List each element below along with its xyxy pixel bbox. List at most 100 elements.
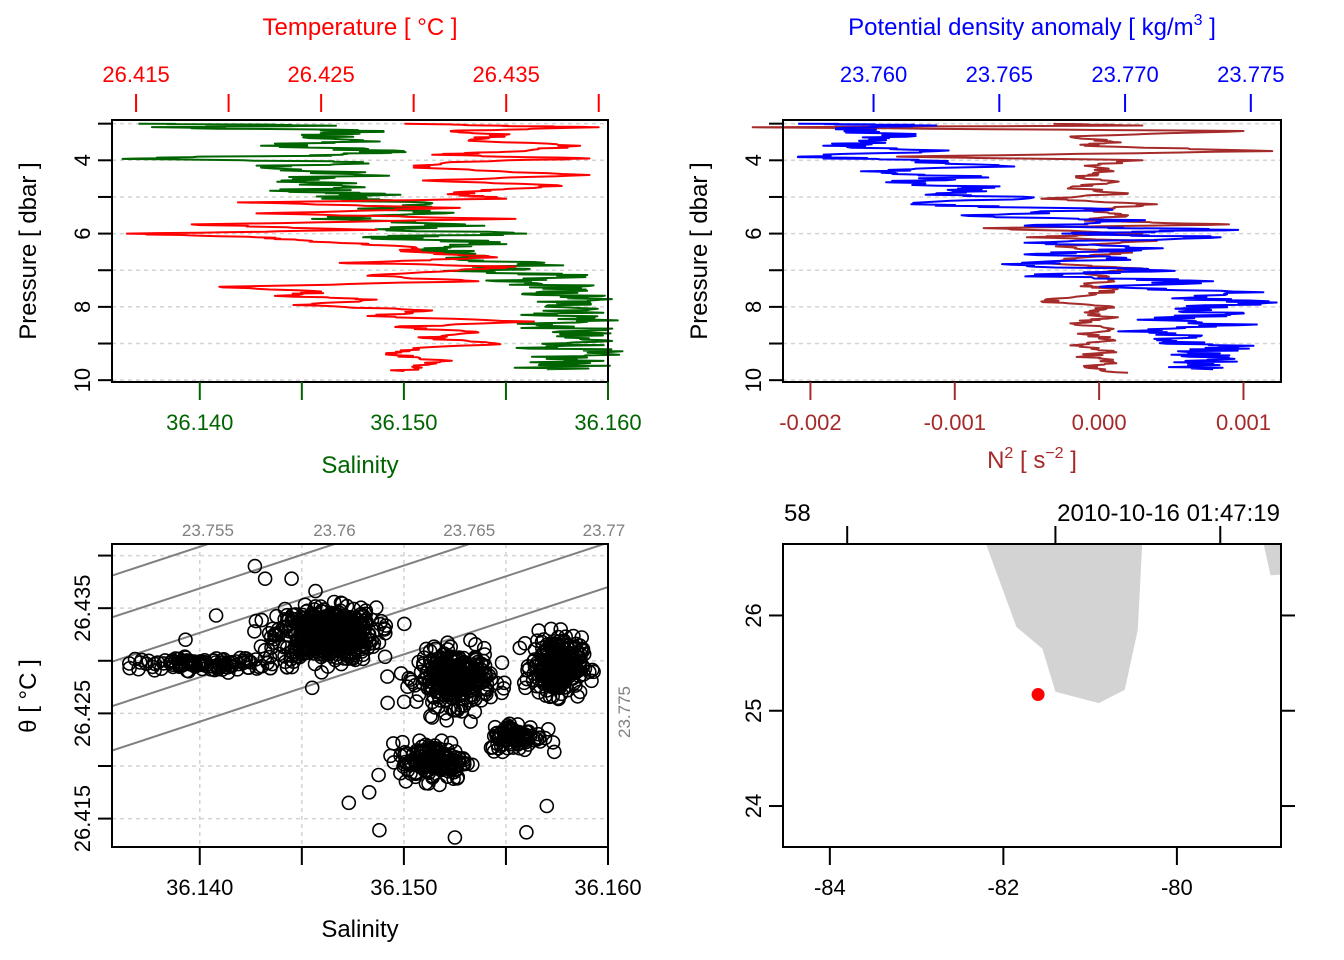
y-tick-label: 8 <box>70 301 95 313</box>
ts-point <box>177 649 193 665</box>
ts-point <box>299 604 314 619</box>
x-tick-label: 36.140 <box>166 875 233 900</box>
ts-point <box>438 747 454 763</box>
ts-point <box>517 635 533 651</box>
ts-points <box>122 558 601 845</box>
ts-point <box>423 679 439 695</box>
ts-point <box>455 751 471 766</box>
land-polygon <box>1263 544 1281 576</box>
isopycnal-labels: 23.755 23.76 23.765 23.77 23.775 <box>182 521 634 738</box>
ts-point <box>401 670 417 686</box>
ts-point <box>279 619 295 635</box>
temperature-axis-title: Temperature [ °C ] <box>263 14 458 41</box>
ts-point <box>206 653 222 668</box>
ts-point <box>247 624 262 639</box>
ts-point <box>467 704 483 720</box>
isopycnal-line <box>112 544 605 708</box>
ts-point <box>404 674 420 690</box>
salinity-line <box>121 122 624 371</box>
ts-point <box>443 639 459 655</box>
plot-frame <box>111 119 609 383</box>
ts-point <box>315 616 331 631</box>
x-tick-label: 36.160 <box>574 875 641 900</box>
ts-point <box>448 678 463 693</box>
isopycnal-line <box>112 544 335 619</box>
bottom-tick-label: 0.001 <box>1216 410 1271 435</box>
bottom-tick-label: 0.000 <box>1072 410 1127 435</box>
ts-point <box>551 691 566 707</box>
ts-point <box>371 767 386 783</box>
ts-point <box>257 651 273 666</box>
ts-point <box>419 665 435 681</box>
isopycnal-line <box>112 586 608 752</box>
ts-point <box>141 653 156 669</box>
grid <box>783 122 1281 381</box>
ts-point <box>269 608 284 624</box>
ts-point <box>447 702 463 718</box>
y-tick-label: 25 <box>741 699 766 723</box>
top-tick-label: 26.415 <box>102 62 169 87</box>
ts-point <box>248 613 264 629</box>
n2-line <box>751 122 1274 374</box>
bottom-tick-label: 36.160 <box>574 410 641 435</box>
ts-point <box>551 639 567 654</box>
theta-axis-title: θ [ °C ] <box>15 659 42 733</box>
ts-point <box>423 708 438 724</box>
station-time-label: 2010-10-16 01:47:19 <box>1057 500 1280 527</box>
ts-point <box>327 629 343 645</box>
ts-point <box>417 753 433 769</box>
ts-point <box>546 744 562 760</box>
top-tick-label: 23.775 <box>1217 62 1284 87</box>
ts-point <box>340 614 355 629</box>
ts-point <box>364 612 380 628</box>
ts-point <box>570 689 585 704</box>
ts-point <box>208 608 224 623</box>
n2-axis-title: N2 [ s−2 ] <box>987 445 1077 474</box>
temperature-line <box>125 122 600 372</box>
ts-point <box>380 669 395 684</box>
ts-point <box>426 689 442 705</box>
ts-point <box>552 659 568 674</box>
isopycnal-label: 23.76 <box>313 521 356 540</box>
isopycnal-label: 23.77 <box>583 521 626 540</box>
x-tick-label: 36.150 <box>370 875 437 900</box>
ts-point <box>241 653 256 668</box>
ts-point <box>297 597 313 613</box>
ts-point <box>545 735 561 750</box>
ts-point <box>447 830 463 845</box>
ts-point <box>398 774 414 789</box>
ts-point <box>361 626 377 642</box>
temperature-trace <box>125 122 600 372</box>
ts-point <box>466 689 481 705</box>
pressure-axis-title: Pressure [ dbar ] <box>686 162 713 339</box>
ts-point <box>304 680 320 696</box>
ts-point <box>207 662 222 678</box>
ts-point <box>543 621 559 637</box>
top-tick-label: 23.760 <box>840 62 907 87</box>
station-number-label: 58 <box>784 500 811 527</box>
ts-point <box>308 583 323 599</box>
ts-point <box>440 686 455 701</box>
ts-point <box>405 751 421 767</box>
ts-point <box>489 675 505 691</box>
ts-point <box>437 653 453 669</box>
ts-point <box>519 824 534 840</box>
isopycnal-label: 23.755 <box>182 521 234 540</box>
ts-point <box>494 655 510 671</box>
axes: 4 6 8 10 23.760 23.765 23.770 23.775 -0.002 -0.00… <box>741 62 1284 435</box>
y-tick-label: 26.435 <box>70 575 95 642</box>
ts-point <box>215 662 230 677</box>
top-tick-label: 26.435 <box>473 62 540 87</box>
ts-point <box>451 750 467 766</box>
y-tick-label: 4 <box>70 154 95 166</box>
ts-point <box>353 618 368 634</box>
ts-point <box>432 777 447 793</box>
bottom-tick-label: -0.001 <box>924 410 986 435</box>
x-tick-label: -82 <box>987 875 1019 900</box>
ts-point <box>296 613 312 629</box>
ts-point <box>477 647 493 662</box>
y-tick-label: 10 <box>741 368 766 392</box>
ts-point <box>277 601 293 617</box>
salinity-axis-title: Salinity <box>321 916 398 943</box>
ts-point <box>551 667 566 683</box>
